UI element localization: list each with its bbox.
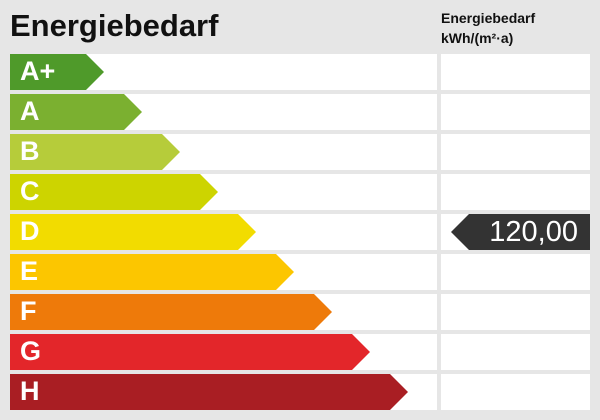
value-indicator: 120,00 xyxy=(451,214,590,250)
class-row: E xyxy=(10,254,437,290)
class-label: G xyxy=(20,336,42,366)
class-arrow: H xyxy=(10,374,408,410)
value-cell xyxy=(441,334,590,370)
class-arrow: F xyxy=(10,294,332,330)
class-label: F xyxy=(20,296,37,326)
class-arrow: A xyxy=(10,94,142,130)
class-row: B xyxy=(10,134,437,170)
class-row: G xyxy=(10,334,437,370)
class-row: A+ xyxy=(10,54,437,90)
class-label: B xyxy=(20,136,40,166)
class-row: A xyxy=(10,94,437,130)
class-row: F xyxy=(10,294,437,330)
class-arrow: G xyxy=(10,334,370,370)
value-cell xyxy=(441,294,590,330)
column-header-line1: Energiebedarf xyxy=(441,10,536,26)
class-arrow: D xyxy=(10,214,256,250)
class-label: C xyxy=(20,176,40,206)
class-arrow: B xyxy=(10,134,180,170)
class-label: A+ xyxy=(20,56,56,86)
value-cell xyxy=(441,254,590,290)
column-header: Energiebedarf kWh/(m²·a) xyxy=(441,8,535,48)
class-arrow: A+ xyxy=(10,54,104,90)
class-row: D xyxy=(10,214,437,250)
value-cell xyxy=(441,94,590,130)
class-label: A xyxy=(20,96,40,126)
class-label: H xyxy=(20,376,40,406)
value-cell xyxy=(441,54,590,90)
value-cell xyxy=(441,374,590,410)
class-arrow: C xyxy=(10,174,218,210)
class-arrow: E xyxy=(10,254,294,290)
indicator-value: 120,00 xyxy=(489,216,578,248)
title: Energiebedarf xyxy=(10,8,219,43)
column-header-unit: kWh/(m²·a) xyxy=(441,30,514,46)
value-cell xyxy=(441,134,590,170)
class-row: H xyxy=(10,374,437,410)
class-label: D xyxy=(20,216,40,246)
class-label: E xyxy=(20,256,39,286)
class-row: C xyxy=(10,174,437,210)
value-cell xyxy=(441,174,590,210)
